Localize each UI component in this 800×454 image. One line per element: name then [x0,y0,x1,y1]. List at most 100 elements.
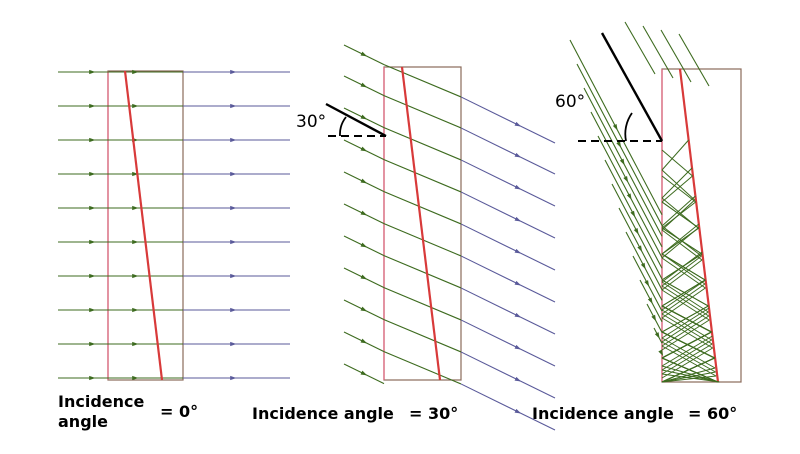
transmitted-ray-30deg [460,127,556,175]
internal-reflection-ray-60deg [661,175,693,203]
ray-arrow-30deg [514,121,522,127]
internal-reflection-ray-60deg [661,357,715,383]
inner-ray-30deg [383,319,462,353]
ray-arrow-0deg [230,69,237,75]
internal-reflection-ray-60deg [661,149,693,177]
ray-arrow-30deg [360,114,368,120]
internal-reflection-ray-60deg [661,259,703,291]
refracting-interface-0deg [123,70,164,381]
ray-arrow-30deg [514,376,522,382]
ray-arrow-30deg [514,312,522,318]
ray-arrow-60deg [612,123,618,131]
internal-reflection-ray-60deg [661,255,702,287]
internal-reflection-ray-60deg [661,195,696,227]
transmitted-ray-30deg [460,191,556,239]
inner-ray-30deg [383,287,462,321]
internal-reflection-ray-60deg [661,315,710,347]
internal-reflection-ray-60deg [661,319,710,351]
angle-label-30: 30° [296,112,327,132]
refracting-interface-30deg [400,66,442,381]
internal-reflection-ray-60deg [661,223,700,255]
ray-arrow-60deg [633,228,639,235]
internal-reflection-ray-60deg [661,339,712,371]
internal-reflection-ray-60deg [661,317,713,349]
internal-reflection-ray-60deg [661,371,716,383]
ray-arrow-0deg [89,69,96,75]
internal-reflection-ray-60deg [661,367,716,383]
internal-reflection-ray-60deg [661,365,719,383]
internal-reflection-ray-60deg [661,311,709,343]
inner-ray-30deg [383,64,462,98]
caption-0deg-line1: Incidence [58,392,145,411]
ray-arrow-60deg [647,297,653,304]
internal-reflection-ray-60deg [661,285,710,317]
internal-reflection-ray-60deg [661,313,713,345]
ray-arrow-0deg [89,239,96,245]
incident-ray-60deg [660,29,692,83]
ray-arrow-60deg [630,210,636,218]
ray-arrow-60deg [637,245,643,252]
ray-arrow-0deg [89,273,96,279]
internal-reflection-ray-60deg [661,169,696,201]
incident-ray-60deg [678,33,710,87]
transmitted-ray-30deg [460,351,556,399]
angle-ray-30deg [325,102,387,138]
ray-arrow-60deg [616,141,622,148]
internal-reflection-ray-60deg [661,229,703,261]
ray-arrow-0deg [230,137,237,143]
ray-arrow-60deg [651,314,657,322]
caption-60deg-value: = 60° [688,404,738,423]
slab-0deg [107,70,184,381]
ray-arrow-60deg [644,280,650,287]
internal-reflection-ray-60deg [661,139,689,171]
ray-arrow-30deg [360,82,368,88]
slab-60deg [661,68,742,383]
ray-arrow-30deg [514,248,522,254]
ray-arrow-0deg [89,103,96,109]
internal-reflection-ray-60deg [661,283,706,315]
refracting-interface-60deg [678,68,720,383]
angle-ray-60deg [600,32,664,142]
internal-reflection-ray-60deg [661,331,712,359]
internal-reflection-ray-60deg [661,279,706,307]
ray-arrow-0deg [132,341,139,347]
internal-reflection-ray-60deg [661,175,696,203]
ray-arrow-0deg [89,307,96,313]
internal-reflection-ray-60deg [661,289,710,321]
internal-reflection-ray-60deg [661,345,717,377]
inner-ray-30deg [383,191,462,225]
ray-arrow-30deg [514,152,522,158]
ray-arrow-0deg [132,239,139,245]
slab-30deg [383,66,462,381]
transmitted-ray-30deg [460,223,556,271]
internal-reflection-ray-60deg [661,253,706,281]
internal-reflection-ray-60deg [661,251,703,283]
ray-arrow-60deg [619,158,625,166]
inner-ray-30deg [383,159,462,193]
ray-arrow-0deg [230,171,237,177]
ray-arrow-0deg [230,341,237,347]
ray-arrow-60deg [658,349,664,357]
internal-reflection-ray-60deg [661,167,693,199]
ray-arrow-0deg [230,205,237,211]
angle-arc-30deg [339,116,347,137]
inner-ray-30deg [383,255,462,289]
internal-reflection-ray-60deg [661,253,706,285]
internal-reflection-ray-60deg [661,357,718,383]
ray-arrow-0deg [230,103,237,109]
incident-ray-60deg [624,21,656,75]
angle-arc-60deg [624,112,633,142]
transmitted-ray-30deg [460,255,556,303]
caption-60deg: Incidence angle [532,404,674,423]
ray-arrow-30deg [360,242,368,248]
ray-arrow-30deg [360,178,368,184]
internal-reflection-ray-60deg [661,257,706,289]
internal-reflection-ray-60deg [661,335,713,367]
caption-0deg-value: = 0° [160,402,199,421]
inner-ray-30deg [383,95,462,129]
transmitted-ray-30deg [460,287,556,335]
internal-reflection-ray-60deg [661,337,716,369]
internal-reflection-ray-60deg [661,197,699,229]
inner-ray-30deg [383,127,462,161]
